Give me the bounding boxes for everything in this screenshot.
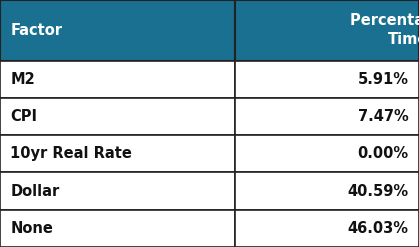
Text: None: None: [10, 221, 53, 236]
Text: Percentage of
Time: Percentage of Time: [350, 13, 419, 47]
Bar: [0, 98, 235, 135]
Bar: [0, 61, 235, 98]
Text: 40.59%: 40.59%: [347, 184, 409, 199]
Bar: [0, 135, 235, 172]
Text: 46.03%: 46.03%: [347, 221, 409, 236]
Bar: [235, 210, 419, 247]
Text: 5.91%: 5.91%: [357, 72, 409, 87]
Bar: [235, 98, 419, 135]
Text: 0.00%: 0.00%: [357, 146, 409, 161]
Bar: [0, 172, 235, 210]
Bar: [0, 0, 235, 61]
Text: Dollar: Dollar: [10, 184, 60, 199]
Text: 10yr Real Rate: 10yr Real Rate: [10, 146, 132, 161]
Bar: [235, 61, 419, 98]
Bar: [235, 172, 419, 210]
Bar: [235, 135, 419, 172]
Text: 7.47%: 7.47%: [358, 109, 409, 124]
Bar: [235, 0, 419, 61]
Bar: [0, 210, 235, 247]
Text: Factor: Factor: [10, 23, 62, 38]
Text: M2: M2: [10, 72, 35, 87]
Text: CPI: CPI: [10, 109, 37, 124]
